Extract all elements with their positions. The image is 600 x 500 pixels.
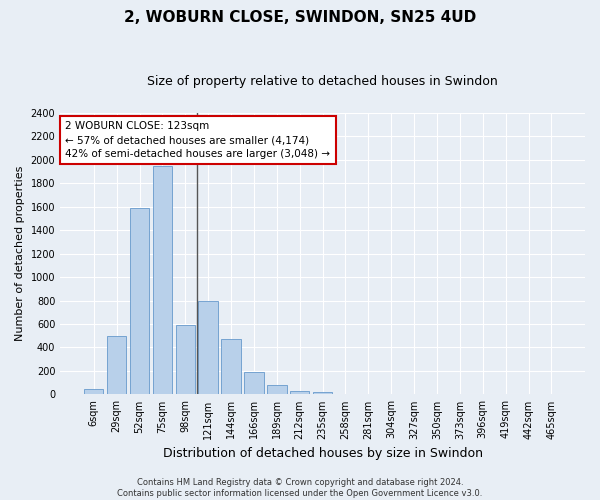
Bar <box>221 338 241 394</box>
Y-axis label: Number of detached properties: Number of detached properties <box>15 166 25 342</box>
Text: 2, WOBURN CLOSE, SWINDON, SN25 4UD: 2, WOBURN CLOSE, SWINDON, SN25 4UD <box>124 10 476 25</box>
Bar <box>290 391 310 394</box>
Bar <box>199 300 218 394</box>
Bar <box>84 388 103 394</box>
Bar <box>244 372 263 394</box>
Title: Size of property relative to detached houses in Swindon: Size of property relative to detached ho… <box>147 75 498 88</box>
Text: Contains HM Land Registry data © Crown copyright and database right 2024.
Contai: Contains HM Land Registry data © Crown c… <box>118 478 482 498</box>
Bar <box>267 385 287 394</box>
Text: 2 WOBURN CLOSE: 123sqm
← 57% of detached houses are smaller (4,174)
42% of semi-: 2 WOBURN CLOSE: 123sqm ← 57% of detached… <box>65 121 331 159</box>
Bar <box>313 392 332 394</box>
Bar <box>107 336 127 394</box>
Bar <box>130 208 149 394</box>
X-axis label: Distribution of detached houses by size in Swindon: Distribution of detached houses by size … <box>163 447 482 460</box>
Bar <box>176 325 195 394</box>
Bar <box>152 166 172 394</box>
